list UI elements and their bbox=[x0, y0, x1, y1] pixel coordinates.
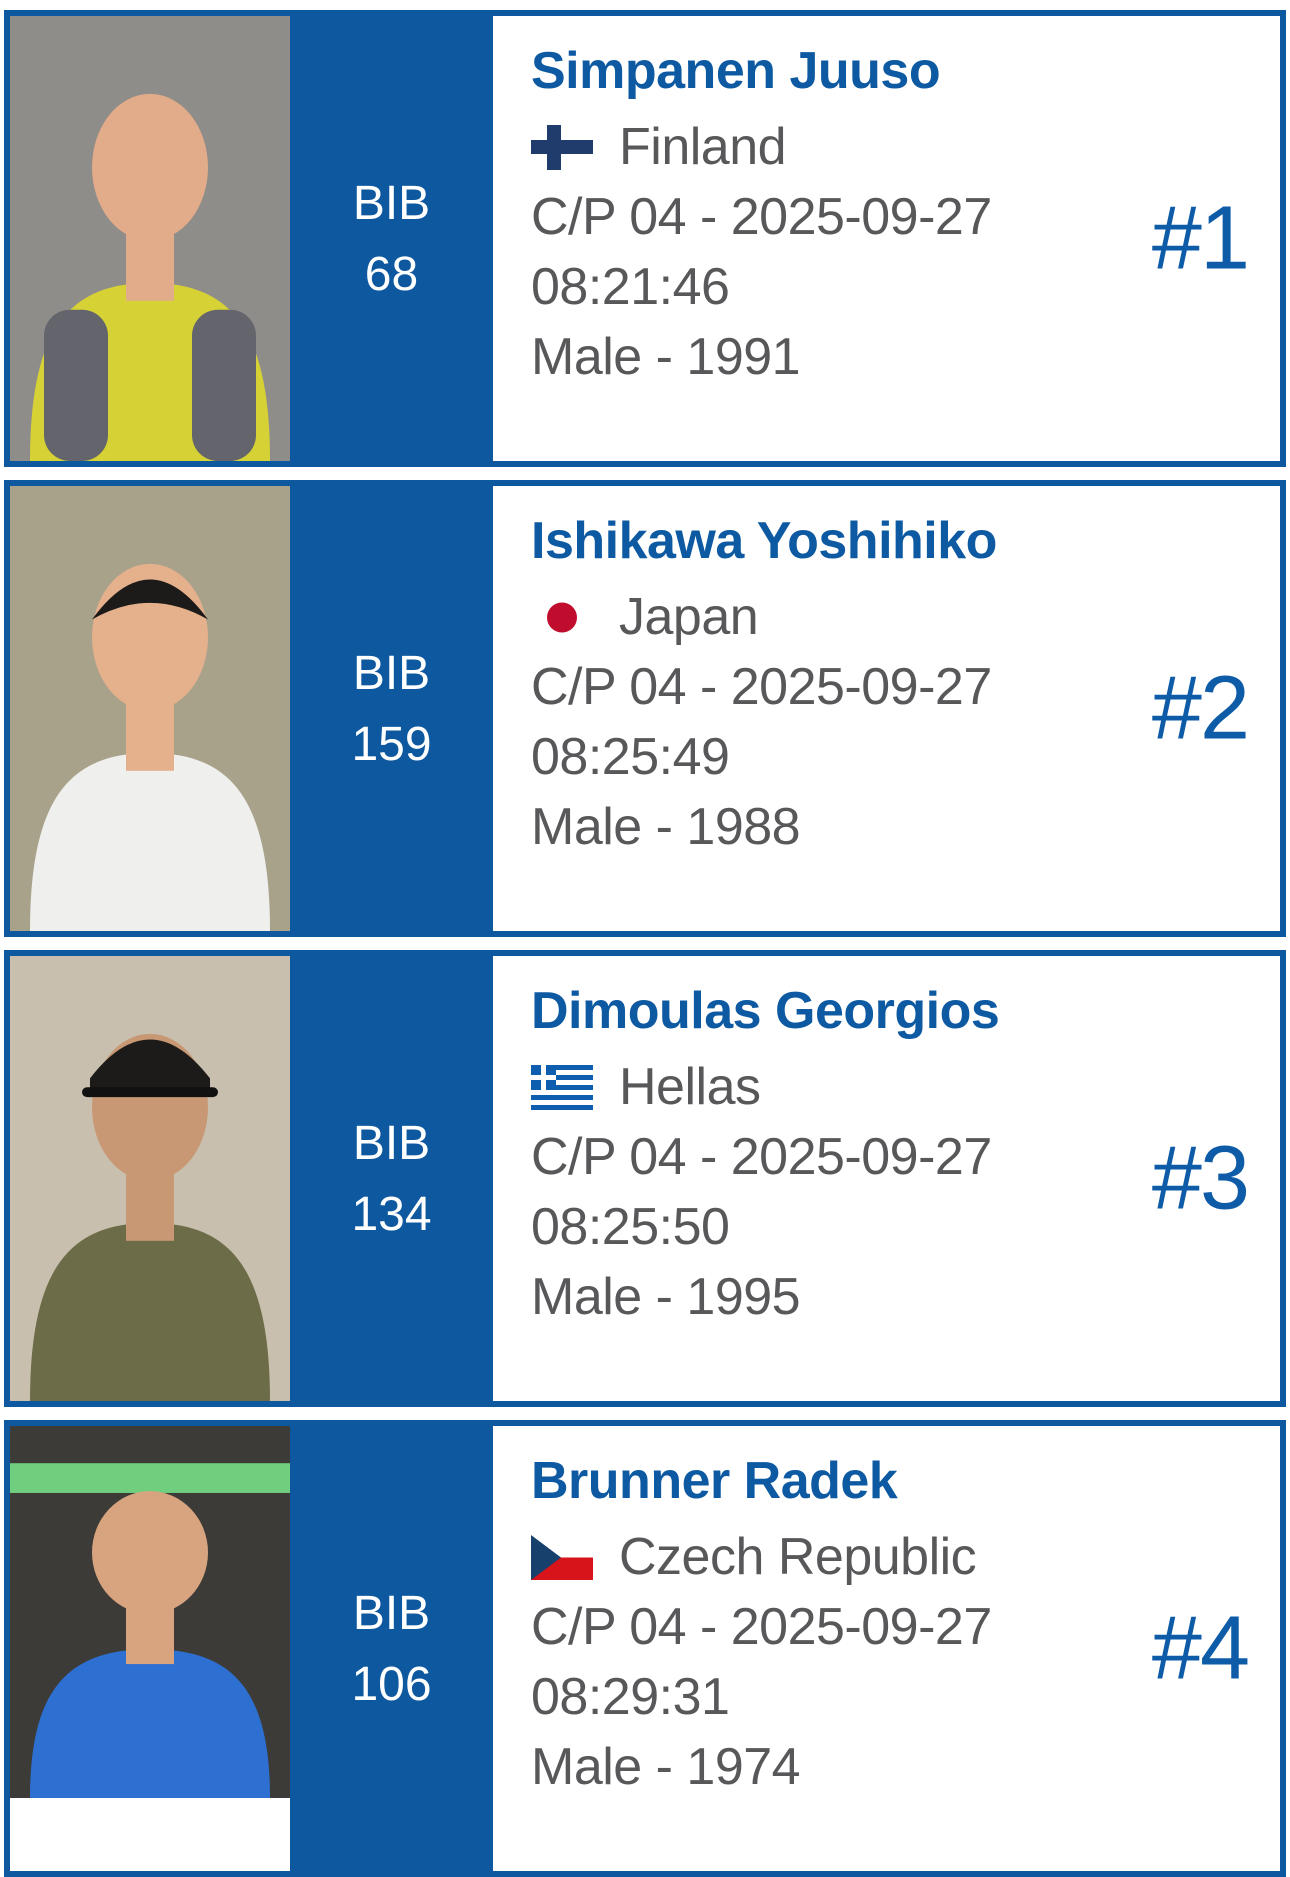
japan-flag-icon bbox=[531, 595, 593, 640]
checkpoint-time: 08:29:31 bbox=[531, 1668, 730, 1726]
country-row: Japan bbox=[531, 582, 1280, 652]
country-row: Czech Republic bbox=[531, 1522, 1280, 1592]
bib-panel: BIB 68 bbox=[290, 16, 493, 461]
runner-photo bbox=[10, 956, 290, 1401]
gender-birth-year: Male - 1995 bbox=[531, 1268, 801, 1326]
bib-number: 134 bbox=[351, 1187, 432, 1241]
country-row: Finland bbox=[531, 112, 1280, 182]
greece-flag-icon bbox=[531, 1064, 593, 1110]
runner-name: Ishikawa Yoshihiko bbox=[531, 512, 997, 570]
checkpoint-info: C/P 04 - 2025-09-27 bbox=[531, 658, 992, 716]
runner-card[interactable]: BIB 159 Ishikawa Yoshihiko Japan C/P 04 … bbox=[4, 480, 1286, 937]
runner-photo bbox=[10, 486, 290, 931]
rank-badge: #2 bbox=[1151, 658, 1250, 758]
runner-details: Dimoulas Georgios Hellas C/P 04 - 2025-0… bbox=[493, 956, 1280, 1401]
bib-label: BIB bbox=[352, 1586, 431, 1640]
runner-name: Brunner Radek bbox=[531, 1452, 898, 1510]
rank-badge: #3 bbox=[1151, 1128, 1250, 1228]
bib-panel: BIB 159 bbox=[290, 486, 493, 931]
country-row: Hellas bbox=[531, 1052, 1280, 1122]
country-name: Czech Republic bbox=[619, 1528, 977, 1586]
bib-panel: BIB 134 bbox=[290, 956, 493, 1401]
runner-name: Simpanen Juuso bbox=[531, 42, 941, 100]
czech-republic-flag-icon bbox=[531, 1534, 593, 1580]
gender-birth-year: Male - 1988 bbox=[531, 798, 801, 856]
runner-details: Ishikawa Yoshihiko Japan C/P 04 - 2025-0… bbox=[493, 486, 1280, 931]
checkpoint-info: C/P 04 - 2025-09-27 bbox=[531, 1598, 992, 1656]
gender-birth-year: Male - 1991 bbox=[531, 328, 801, 386]
checkpoint-time: 08:25:49 bbox=[531, 728, 730, 786]
checkpoint-info: C/P 04 - 2025-09-27 bbox=[531, 188, 992, 246]
country-name: Hellas bbox=[619, 1058, 761, 1116]
bib-label: BIB bbox=[352, 176, 431, 230]
finland-flag-icon bbox=[531, 124, 593, 170]
country-name: Finland bbox=[619, 118, 787, 176]
checkpoint-info: C/P 04 - 2025-09-27 bbox=[531, 1128, 992, 1186]
bib-label: BIB bbox=[352, 646, 431, 700]
rank-badge: #4 bbox=[1151, 1598, 1250, 1698]
runner-photo bbox=[10, 1426, 290, 1871]
runner-photo bbox=[10, 16, 290, 461]
checkpoint-time: 08:25:50 bbox=[531, 1198, 730, 1256]
runner-card[interactable]: BIB 134 Dimoulas Georgios Hellas C/P 04 … bbox=[4, 950, 1286, 1407]
runner-card[interactable]: BIB 106 Brunner Radek Czech Republic C/P… bbox=[4, 1420, 1286, 1877]
bib-number: 68 bbox=[364, 247, 419, 301]
runner-name: Dimoulas Georgios bbox=[531, 982, 1000, 1040]
bib-label: BIB bbox=[352, 1116, 431, 1170]
bib-number: 106 bbox=[351, 1657, 432, 1711]
runner-card[interactable]: BIB 68 Simpanen Juuso Finland C/P 04 - 2… bbox=[4, 10, 1286, 467]
bib-panel: BIB 106 bbox=[290, 1426, 493, 1871]
checkpoint-time: 08:21:46 bbox=[531, 258, 730, 316]
bib-number: 159 bbox=[351, 717, 432, 771]
gender-birth-year: Male - 1974 bbox=[531, 1738, 801, 1796]
rank-badge: #1 bbox=[1151, 188, 1250, 288]
country-name: Japan bbox=[619, 588, 759, 646]
runner-details: Brunner Radek Czech Republic C/P 04 - 20… bbox=[493, 1426, 1280, 1871]
runner-details: Simpanen Juuso Finland C/P 04 - 2025-09-… bbox=[493, 16, 1280, 461]
